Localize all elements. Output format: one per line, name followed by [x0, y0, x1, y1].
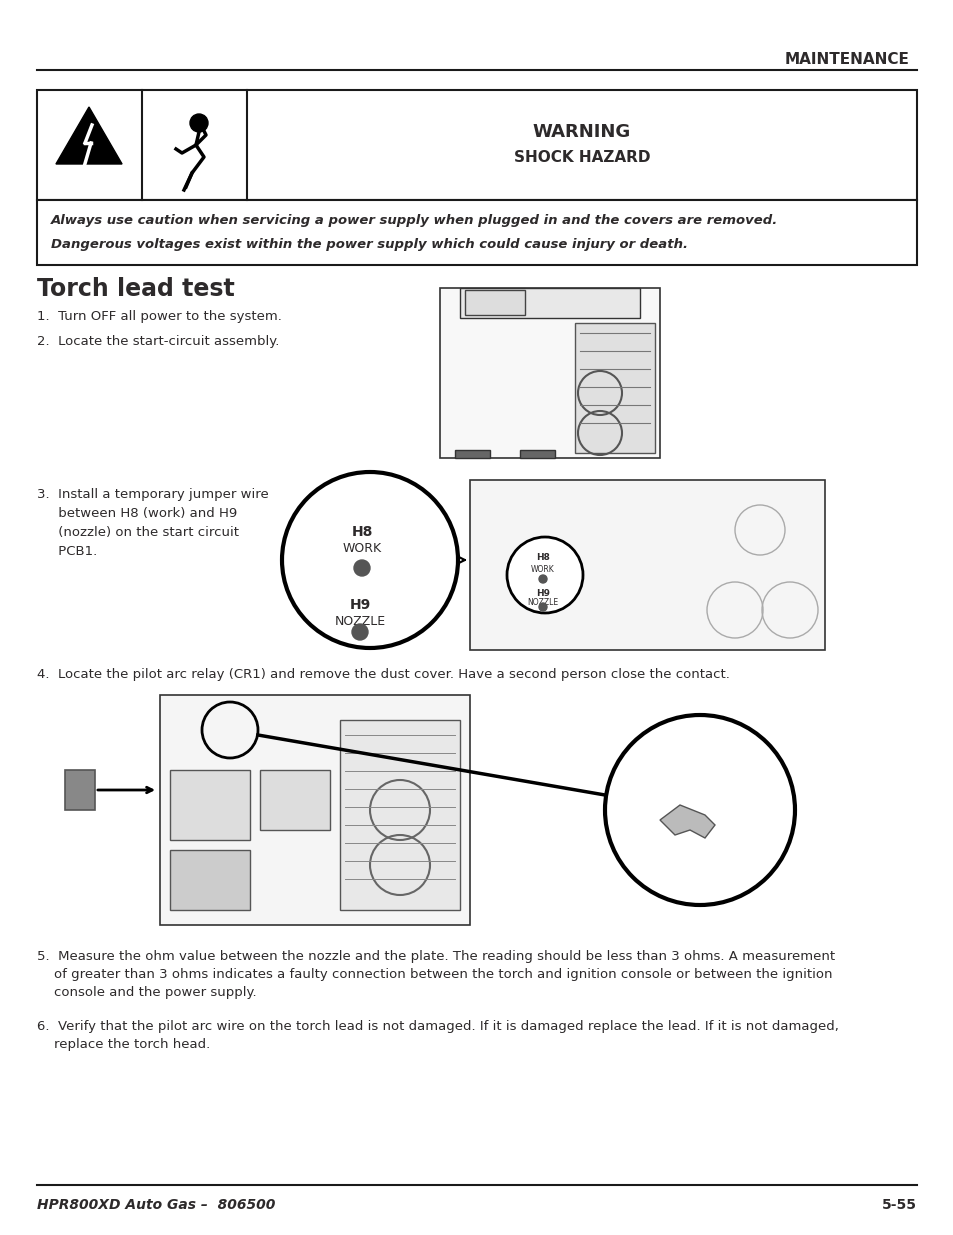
Bar	[439, 288, 659, 458]
Bar	[260, 769, 330, 830]
Text: Always use caution when servicing a power supply when plugged in and the covers : Always use caution when servicing a powe…	[51, 214, 778, 227]
Polygon shape	[56, 107, 122, 164]
Text: H8: H8	[536, 553, 549, 562]
Bar	[679, 840, 724, 876]
Text: PCB1.: PCB1.	[37, 545, 97, 558]
Text: console and the power supply.: console and the power supply.	[37, 986, 256, 999]
Text: HPR800XD Auto Gas –  806500: HPR800XD Auto Gas – 806500	[37, 1198, 275, 1212]
Bar	[459, 288, 639, 317]
Bar	[160, 695, 470, 925]
Bar	[170, 850, 250, 910]
Text: H8: H8	[351, 525, 373, 538]
Bar	[519, 450, 555, 458]
Bar	[37, 90, 916, 200]
Text: (nozzle) on the start circuit: (nozzle) on the start circuit	[37, 526, 239, 538]
Bar	[65, 769, 95, 810]
Text: 2.  Locate the start-circuit assembly.: 2. Locate the start-circuit assembly.	[37, 335, 279, 348]
Text: SHOCK HAZARD: SHOCK HAZARD	[514, 151, 650, 165]
Text: MAINTENANCE: MAINTENANCE	[784, 52, 909, 67]
Circle shape	[352, 624, 368, 640]
Text: 5.  Measure the ohm value between the nozzle and the plate. The reading should b: 5. Measure the ohm value between the noz…	[37, 950, 834, 963]
Text: between H8 (work) and H9: between H8 (work) and H9	[37, 508, 237, 520]
Text: replace the torch head.: replace the torch head.	[37, 1037, 210, 1051]
Circle shape	[538, 603, 546, 611]
Bar	[455, 450, 490, 458]
Circle shape	[604, 715, 794, 905]
Text: of greater than 3 ohms indicates a faulty connection between the torch and ignit: of greater than 3 ohms indicates a fault…	[37, 968, 832, 981]
Circle shape	[190, 114, 208, 132]
Text: NOZZLE: NOZZLE	[527, 598, 558, 606]
Text: Torch lead test: Torch lead test	[37, 277, 234, 301]
Bar	[669, 760, 724, 798]
Bar	[655, 805, 695, 835]
Text: 3.  Install a temporary jumper wire: 3. Install a temporary jumper wire	[37, 488, 269, 501]
Text: H9: H9	[536, 589, 550, 598]
Circle shape	[506, 537, 582, 613]
Bar	[575, 324, 655, 453]
Circle shape	[538, 576, 546, 583]
Bar	[339, 720, 459, 910]
Polygon shape	[659, 805, 714, 839]
Bar	[381, 545, 399, 587]
Text: WORK: WORK	[342, 542, 381, 555]
Text: WORK: WORK	[531, 564, 555, 574]
Text: 6.  Verify that the pilot arc wire on the torch lead is not damaged. If it is da: 6. Verify that the pilot arc wire on the…	[37, 1020, 838, 1032]
Circle shape	[282, 472, 457, 648]
Text: Dangerous voltages exist within the power supply which could cause injury or dea: Dangerous voltages exist within the powe…	[51, 238, 687, 251]
Text: 1.  Turn OFF all power to the system.: 1. Turn OFF all power to the system.	[37, 310, 281, 324]
Text: WARNING: WARNING	[533, 124, 631, 141]
Bar	[37, 200, 916, 266]
Text: 5-55: 5-55	[882, 1198, 916, 1212]
Bar	[464, 290, 524, 315]
Text: NOZZLE: NOZZLE	[335, 615, 385, 629]
Text: 4.  Locate the pilot arc relay (CR1) and remove the dust cover. Have a second pe: 4. Locate the pilot arc relay (CR1) and …	[37, 668, 729, 680]
Circle shape	[354, 559, 370, 576]
Bar	[170, 769, 250, 840]
Text: H9: H9	[349, 598, 370, 613]
Bar	[470, 480, 824, 650]
